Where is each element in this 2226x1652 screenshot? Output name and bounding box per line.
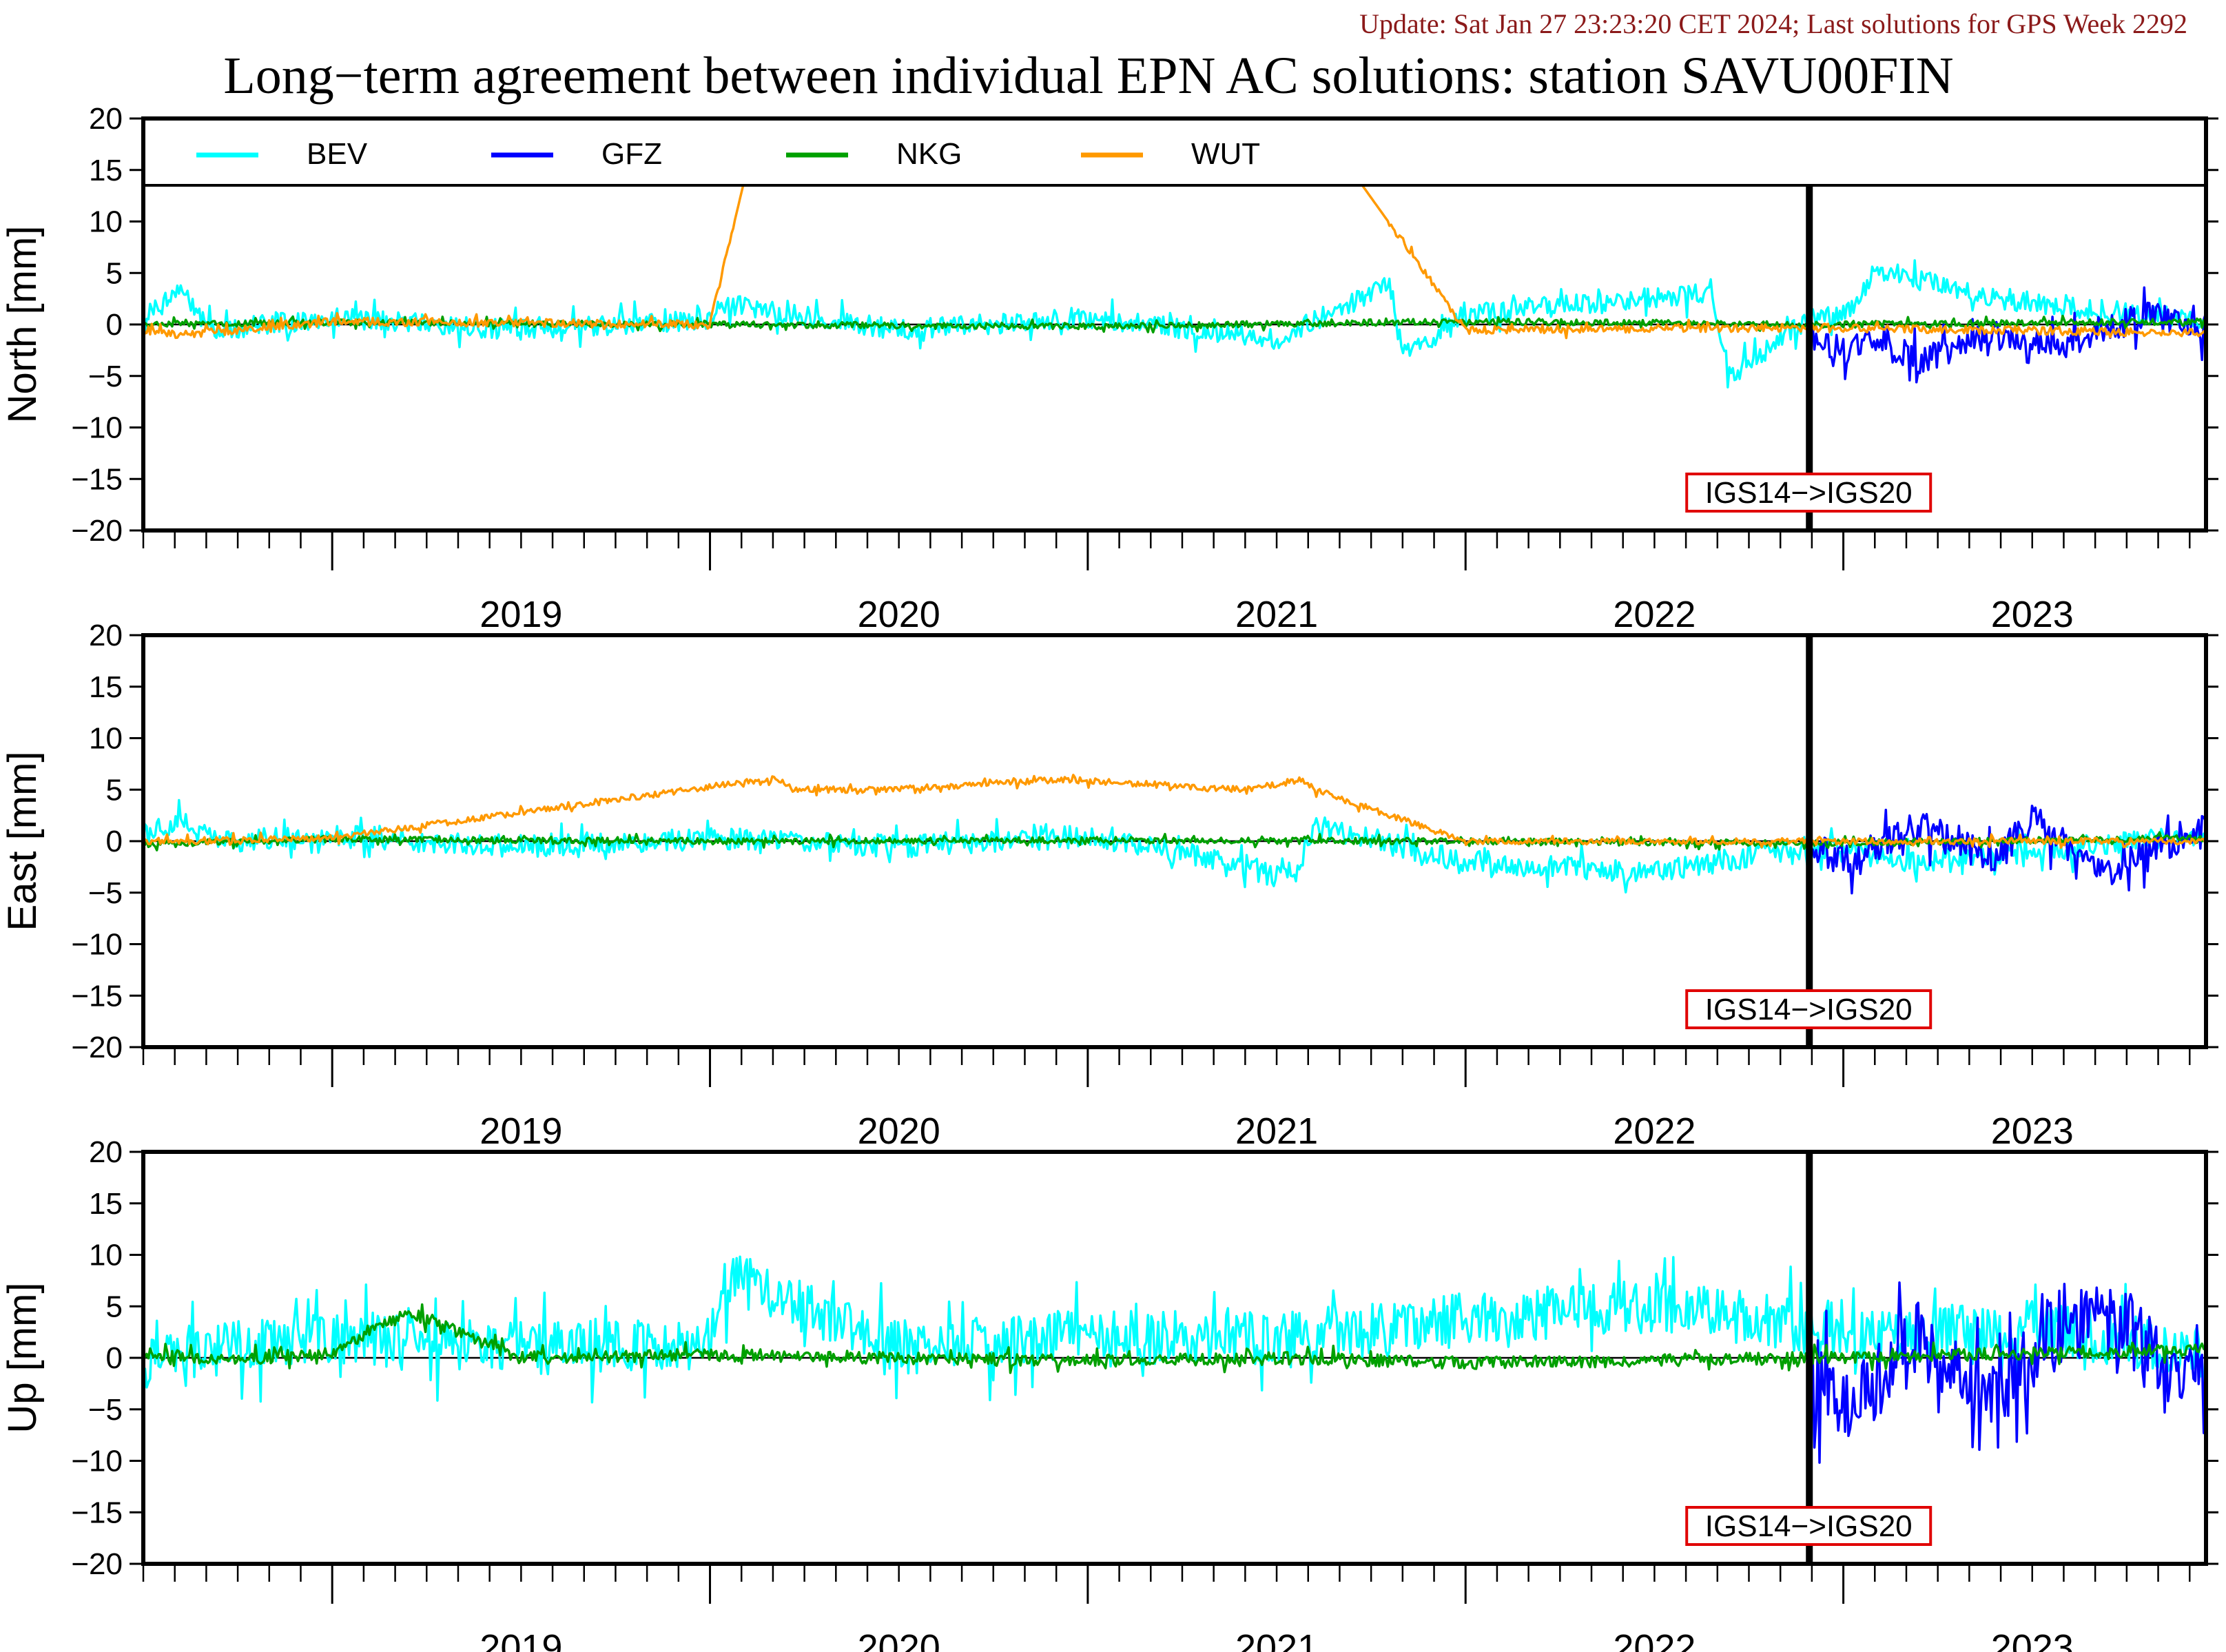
y-tick-label: 0: [106, 825, 123, 858]
x-year-label: 2023: [1991, 1627, 2074, 1652]
series-bev: [143, 1255, 2206, 1405]
y-tick-label: −10: [71, 411, 123, 445]
x-year-label: 2019: [480, 594, 562, 635]
y-tick-label: 15: [89, 670, 123, 704]
y-tick-label: −5: [88, 876, 123, 910]
series-wut: [143, 118, 2206, 340]
y-tick-label: −5: [88, 360, 123, 393]
series-gfz: [1808, 1281, 2206, 1464]
x-year-label: 2023: [1991, 594, 2074, 635]
y-tick-label: −20: [71, 514, 123, 548]
y-tick-label: 0: [106, 1341, 123, 1375]
y-tick-label: 5: [106, 1290, 123, 1323]
y-axis-title: East [mm]: [0, 751, 45, 931]
panel-up: IGS14−>IGS20 20 15 10 5 0 −5 −10 −15 −20 2019 2020 2…: [0, 1135, 2218, 1652]
frame-change-label: IGS14−>IGS20: [1705, 993, 1913, 1026]
legend-box: [142, 117, 2207, 187]
y-axis-title: North [mm]: [0, 226, 45, 424]
y-tick-label: 20: [89, 1135, 123, 1169]
frame-change-label: IGS14−>IGS20: [1705, 476, 1913, 510]
y-tick-label: −15: [71, 462, 123, 496]
frame-change-box: [1685, 989, 1933, 1029]
y-tick-label: 5: [106, 256, 123, 290]
series-group: [143, 774, 2206, 895]
y-tick-label: −20: [71, 1547, 123, 1581]
x-year-label: 2022: [1613, 1627, 1696, 1652]
y-tick-label: 15: [89, 154, 123, 187]
y-tick-label: 10: [89, 205, 123, 239]
x-year-label: 2022: [1613, 594, 1696, 635]
chart-panels: BEV GFZ NKG WUT IGS14−>IGS20 20 15 10 5 0 −5 −10 −15…: [0, 102, 2218, 1652]
update-stamp: Update: Sat Jan 27 23:23:20 CET 2024; La…: [1359, 8, 2187, 39]
legend-label-bev: BEV: [307, 137, 368, 171]
legend-label-gfz: GFZ: [601, 137, 662, 171]
panel-north: BEV GFZ NKG WUT IGS14−>IGS20 20 15 10 5 0 −5 −10 −15…: [0, 102, 2218, 635]
x-year-label: 2021: [1235, 1627, 1318, 1652]
series-group: [143, 118, 2206, 389]
panel-east: IGS14−>IGS20 20 15 10 5 0 −5 −10 −15 −20 2019 2020 2…: [0, 619, 2218, 1152]
y-tick-label: −20: [71, 1031, 123, 1064]
legend: BEV GFZ NKG WUT: [142, 117, 2207, 187]
y-tick-label: 20: [89, 619, 123, 652]
frame-change-label: IGS14−>IGS20: [1705, 1509, 1913, 1543]
legend-label-wut: WUT: [1191, 137, 1260, 171]
y-tick-label: −15: [71, 1496, 123, 1529]
y-tick-label: 5: [106, 773, 123, 807]
y-tick-label: 10: [89, 1239, 123, 1272]
series-nkg: [143, 831, 2206, 851]
x-year-label: 2020: [858, 1627, 940, 1652]
y-tick-label: −15: [71, 979, 123, 1013]
figure-title: Long−term agreement between individual E…: [223, 47, 1953, 105]
y-tick-label: −5: [88, 1393, 123, 1427]
y-tick-label: −10: [71, 1445, 123, 1478]
frame-change-box: [1685, 1506, 1933, 1546]
y-tick-label: 15: [89, 1187, 123, 1221]
series-gfz: [1808, 286, 2206, 384]
series-group: [143, 1255, 2206, 1464]
x-year-label: 2019: [480, 1627, 562, 1652]
x-year-label: 2020: [858, 594, 940, 635]
series-nkg: [143, 314, 2206, 334]
x-year-label: 2021: [1235, 594, 1318, 635]
legend-label-nkg: NKG: [896, 137, 962, 171]
series-nkg: [143, 1303, 2206, 1374]
y-axis-title: Up [mm]: [0, 1282, 45, 1433]
series-gfz: [1808, 804, 2206, 895]
series-wut: [143, 774, 2206, 849]
y-tick-label: 10: [89, 722, 123, 756]
y-tick-label: 20: [89, 102, 123, 136]
y-tick-label: −10: [71, 928, 123, 962]
x-year-label: 2019: [480, 1111, 562, 1152]
series-bev: [143, 798, 2206, 894]
frame-change-box: [1685, 473, 1933, 513]
x-year-label: 2021: [1235, 1111, 1318, 1152]
x-year-label: 2020: [858, 1111, 940, 1152]
x-year-label: 2022: [1613, 1111, 1696, 1152]
y-tick-label: 0: [106, 308, 123, 342]
x-year-label: 2023: [1991, 1111, 2074, 1152]
